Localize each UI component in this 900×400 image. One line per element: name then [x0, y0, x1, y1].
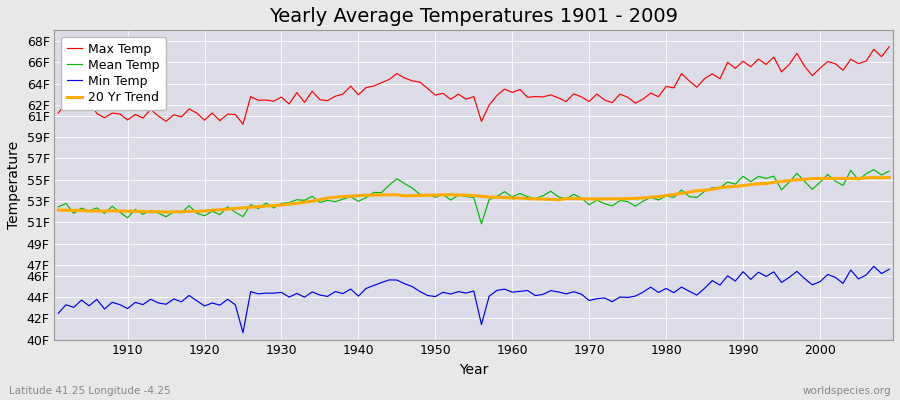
20 Yr Trend — [160, 210, 171, 214]
20 Yr Trend — [868, 175, 879, 180]
Mean Temp — [868, 167, 879, 172]
Mean Temp — [53, 204, 64, 209]
Min Temp — [868, 264, 879, 269]
20 Yr Trend — [507, 196, 517, 200]
Line: 20 Yr Trend: 20 Yr Trend — [58, 178, 889, 212]
Min Temp — [114, 302, 125, 307]
Mean Temp — [114, 210, 125, 214]
Mean Temp — [476, 222, 487, 226]
20 Yr Trend — [114, 208, 125, 213]
20 Yr Trend — [292, 201, 302, 206]
Min Temp — [507, 290, 517, 294]
Min Temp — [338, 291, 348, 296]
Mean Temp — [507, 194, 517, 199]
Legend: Max Temp, Mean Temp, Min Temp, 20 Yr Trend: Max Temp, Mean Temp, Min Temp, 20 Yr Tre… — [60, 36, 166, 110]
Max Temp — [515, 87, 526, 92]
Line: Max Temp: Max Temp — [58, 47, 889, 124]
Max Temp — [607, 100, 617, 105]
Max Temp — [292, 90, 302, 95]
20 Yr Trend — [607, 196, 617, 201]
Mean Temp — [284, 200, 294, 205]
Min Temp — [515, 289, 526, 294]
Title: Yearly Average Temperatures 1901 - 2009: Yearly Average Temperatures 1901 - 2009 — [269, 7, 679, 26]
20 Yr Trend — [884, 175, 895, 180]
Max Temp — [507, 90, 517, 95]
X-axis label: Year: Year — [459, 363, 489, 377]
Line: Min Temp: Min Temp — [58, 266, 889, 333]
Min Temp — [884, 267, 895, 272]
20 Yr Trend — [338, 194, 348, 199]
20 Yr Trend — [515, 196, 526, 200]
Y-axis label: Temperature: Temperature — [7, 141, 21, 229]
Min Temp — [53, 311, 64, 316]
Mean Temp — [607, 204, 617, 208]
Min Temp — [607, 299, 617, 304]
Mean Temp — [515, 191, 526, 196]
Max Temp — [338, 92, 348, 96]
Line: Mean Temp: Mean Temp — [58, 170, 889, 224]
Mean Temp — [330, 199, 341, 204]
Mean Temp — [884, 169, 895, 174]
Min Temp — [238, 330, 248, 335]
Text: Latitude 41.25 Longitude -4.25: Latitude 41.25 Longitude -4.25 — [9, 386, 171, 396]
Max Temp — [53, 110, 64, 115]
Max Temp — [884, 44, 895, 49]
Text: worldspecies.org: worldspecies.org — [803, 386, 891, 396]
Max Temp — [114, 112, 125, 116]
Max Temp — [238, 122, 248, 127]
20 Yr Trend — [53, 208, 64, 212]
Min Temp — [292, 291, 302, 296]
